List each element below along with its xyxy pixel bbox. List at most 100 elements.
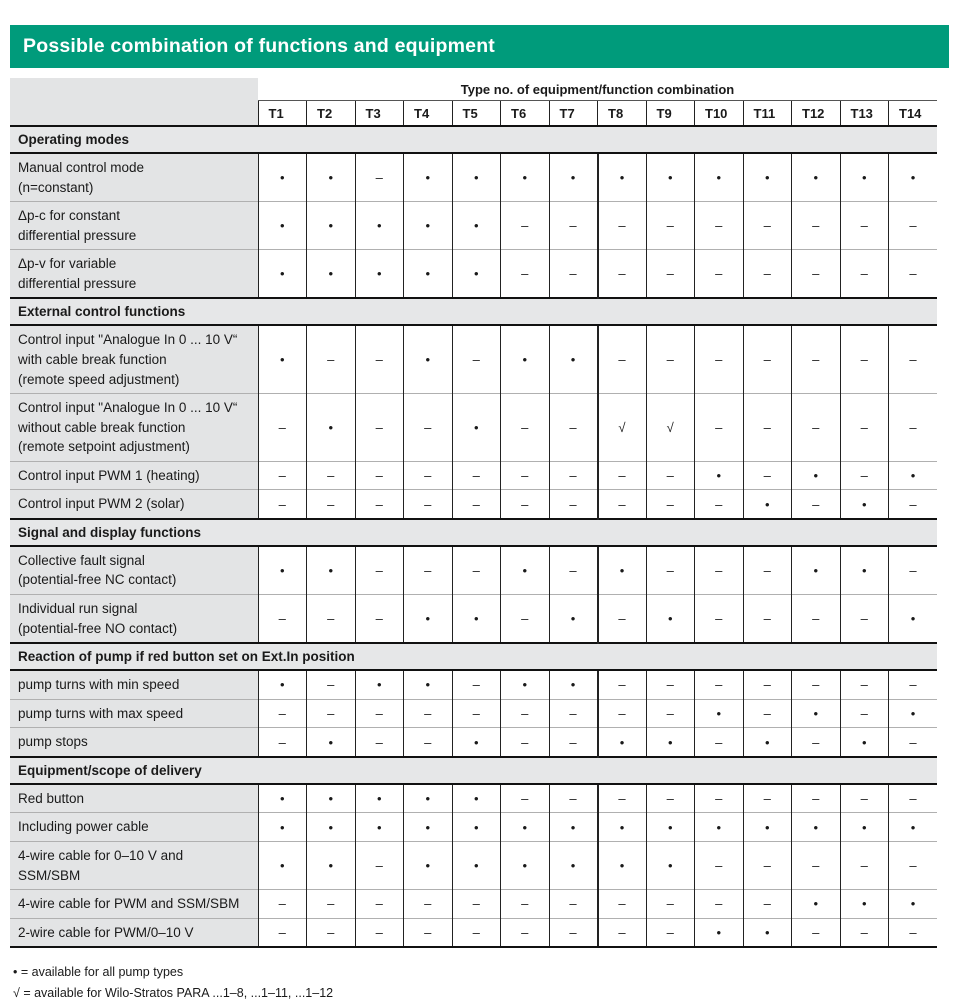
value-cell: • (257, 545, 307, 595)
value-cell: • (548, 325, 598, 394)
table-row: Control input PWM 1 (heating) – – – – – – – – – • –… (10, 460, 938, 490)
row-label: 4-wire cable for PWM and SSM/SBM (10, 889, 259, 919)
value-cell: – (354, 840, 404, 890)
corner-cell (10, 78, 258, 127)
value-cell: – (354, 393, 404, 462)
value-cell: – (548, 783, 598, 813)
value-cell: – (596, 670, 646, 700)
value-cell: – (451, 545, 501, 595)
value-cell: • (257, 670, 307, 700)
value-cell: • (742, 727, 792, 757)
value-cell: • (791, 545, 840, 595)
section-row: Signal and display functions (10, 517, 938, 547)
value-cell: – (839, 783, 889, 813)
table-row: pump turns with min speed • – • • – • • – – – – – – – (10, 670, 938, 700)
value-cell: – (403, 698, 452, 728)
value-cell: • (306, 153, 355, 202)
table-row: Including power cable • • • • • • • • • • • • • • (10, 812, 938, 842)
value-cell: – (742, 325, 792, 394)
value-cell: • (306, 545, 355, 595)
value-cell: – (645, 917, 695, 949)
value-cell: – (354, 460, 404, 490)
value-cell: – (548, 393, 598, 462)
value-cell: – (548, 460, 598, 490)
column-header-t4: T4 (403, 100, 452, 127)
column-header-t8: T8 (597, 100, 646, 127)
value-cell: • (257, 840, 307, 890)
value-cell: – (645, 249, 695, 299)
group-header-row: Type no. of equipment/function combinati… (10, 78, 938, 127)
value-cell: – (354, 545, 404, 595)
value-cell: – (403, 917, 452, 949)
value-cell: – (888, 670, 938, 700)
value-cell: • (694, 698, 743, 728)
value-cell: – (596, 325, 646, 394)
value-cell: • (888, 460, 938, 490)
value-cell: – (500, 783, 549, 813)
value-cell: – (694, 783, 743, 813)
value-cell: – (645, 670, 695, 700)
value-cell: – (694, 489, 743, 519)
value-cell: – (354, 489, 404, 519)
table-row: 2-wire cable for PWM/0–10 V – – – – – – – – – • • – –… (10, 917, 938, 949)
value-cell: – (306, 698, 355, 728)
value-cell: – (403, 545, 452, 595)
value-cell: – (257, 489, 307, 519)
row-label: Manual control mode (n=constant) (10, 153, 259, 202)
value-cell: – (694, 727, 743, 757)
value-cell: – (354, 698, 404, 728)
page-title: Possible combination of functions and eq… (23, 35, 496, 57)
group-header: Type no. of equipment/function combinati… (258, 78, 938, 101)
value-cell: – (500, 594, 549, 644)
value-cell: • (306, 393, 355, 462)
value-cell: • (403, 840, 452, 890)
section-heading: Operating modes (10, 125, 938, 154)
value-cell: – (645, 460, 695, 490)
value-cell: – (888, 727, 938, 757)
value-cell: – (742, 460, 792, 490)
value-cell: – (257, 917, 307, 949)
table-row: pump stops – • – – • – – • • – • – • – (10, 727, 938, 757)
value-cell: – (694, 594, 743, 644)
value-cell: – (596, 249, 646, 299)
value-cell: √ (596, 393, 646, 462)
value-cell: – (354, 153, 404, 202)
value-cell: • (403, 325, 452, 394)
table-row: Δp-v for variable differential pressure •… (10, 249, 938, 299)
value-cell: • (257, 153, 307, 202)
value-cell: – (791, 249, 840, 299)
value-cell: – (548, 889, 598, 919)
value-cell: – (354, 889, 404, 919)
value-cell: – (596, 460, 646, 490)
value-cell: – (500, 489, 549, 519)
column-header-t2: T2 (306, 100, 355, 127)
value-cell: • (354, 670, 404, 700)
value-cell: – (888, 325, 938, 394)
table-row: 4-wire cable for PWM and SSM/SBM – – – – – – – –… (10, 889, 938, 919)
value-cell: • (839, 489, 889, 519)
value-cell: • (354, 249, 404, 299)
value-cell: – (839, 460, 889, 490)
value-cell: • (839, 812, 889, 842)
value-cell: – (694, 201, 743, 250)
value-cell: – (306, 917, 355, 949)
value-cell: • (791, 153, 840, 202)
table-row: Control input PWM 2 (solar) – – – – – – – – – – • – •… (10, 489, 938, 519)
value-cell: – (500, 393, 549, 462)
combination-table: Type no. of equipment/function combinati… (10, 78, 938, 949)
value-cell: • (888, 594, 938, 644)
value-cell: – (694, 889, 743, 919)
row-label: Control input PWM 1 (heating) (10, 460, 259, 490)
value-cell: • (791, 698, 840, 728)
value-cell: – (888, 840, 938, 890)
row-label: Including power cable (10, 812, 259, 842)
value-cell: – (742, 783, 792, 813)
value-cell: – (451, 917, 501, 949)
value-cell: – (645, 545, 695, 595)
value-cell: • (645, 840, 695, 890)
value-cell: – (500, 917, 549, 949)
value-cell: • (742, 153, 792, 202)
value-cell: • (742, 812, 792, 842)
value-cell: – (596, 698, 646, 728)
section-heading: External control functions (10, 297, 938, 327)
